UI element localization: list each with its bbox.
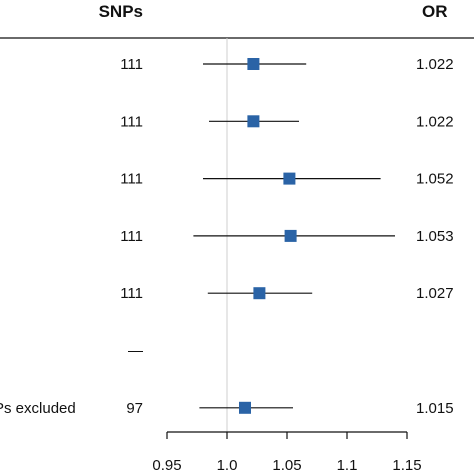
snps-count: —	[128, 343, 143, 360]
or-marker	[284, 229, 297, 242]
or-value: 1.015	[416, 400, 454, 417]
row-label: Ps excluded	[0, 400, 76, 417]
x-tick-label: 1.05	[272, 457, 301, 474]
snps-count: 111	[120, 285, 143, 302]
x-tick-label: 1.1	[337, 457, 358, 474]
or-marker	[247, 115, 260, 128]
snps-count: 111	[120, 171, 143, 188]
snps-count: 97	[126, 400, 143, 417]
x-tick-label: 1.15	[392, 457, 421, 474]
or-marker	[239, 401, 251, 414]
x-tick-label: 1.0	[217, 457, 238, 474]
snps-column-header: SNPs	[99, 2, 143, 21]
or-value: 1.052	[416, 171, 454, 188]
or-value: 1.053	[416, 228, 454, 245]
snps-count: 111	[120, 228, 143, 245]
or-column-header: OR	[422, 2, 448, 21]
or-marker	[253, 287, 266, 300]
or-value: 1.022	[416, 113, 454, 130]
or-marker	[247, 58, 260, 70]
or-value: 1.027	[416, 285, 454, 302]
x-axis: 0.95 1.0 1.05 1.1 1.15	[152, 431, 422, 474]
or-marker	[283, 172, 296, 185]
snps-count: 111	[120, 56, 143, 73]
snps-count: 111	[120, 113, 143, 130]
forest-rows: 111 1.022 111 1.022 111 1.052 111 1.053 111 1.027…	[0, 56, 454, 417]
or-value: 1.022	[416, 56, 454, 73]
x-tick-label: 0.95	[152, 457, 181, 474]
